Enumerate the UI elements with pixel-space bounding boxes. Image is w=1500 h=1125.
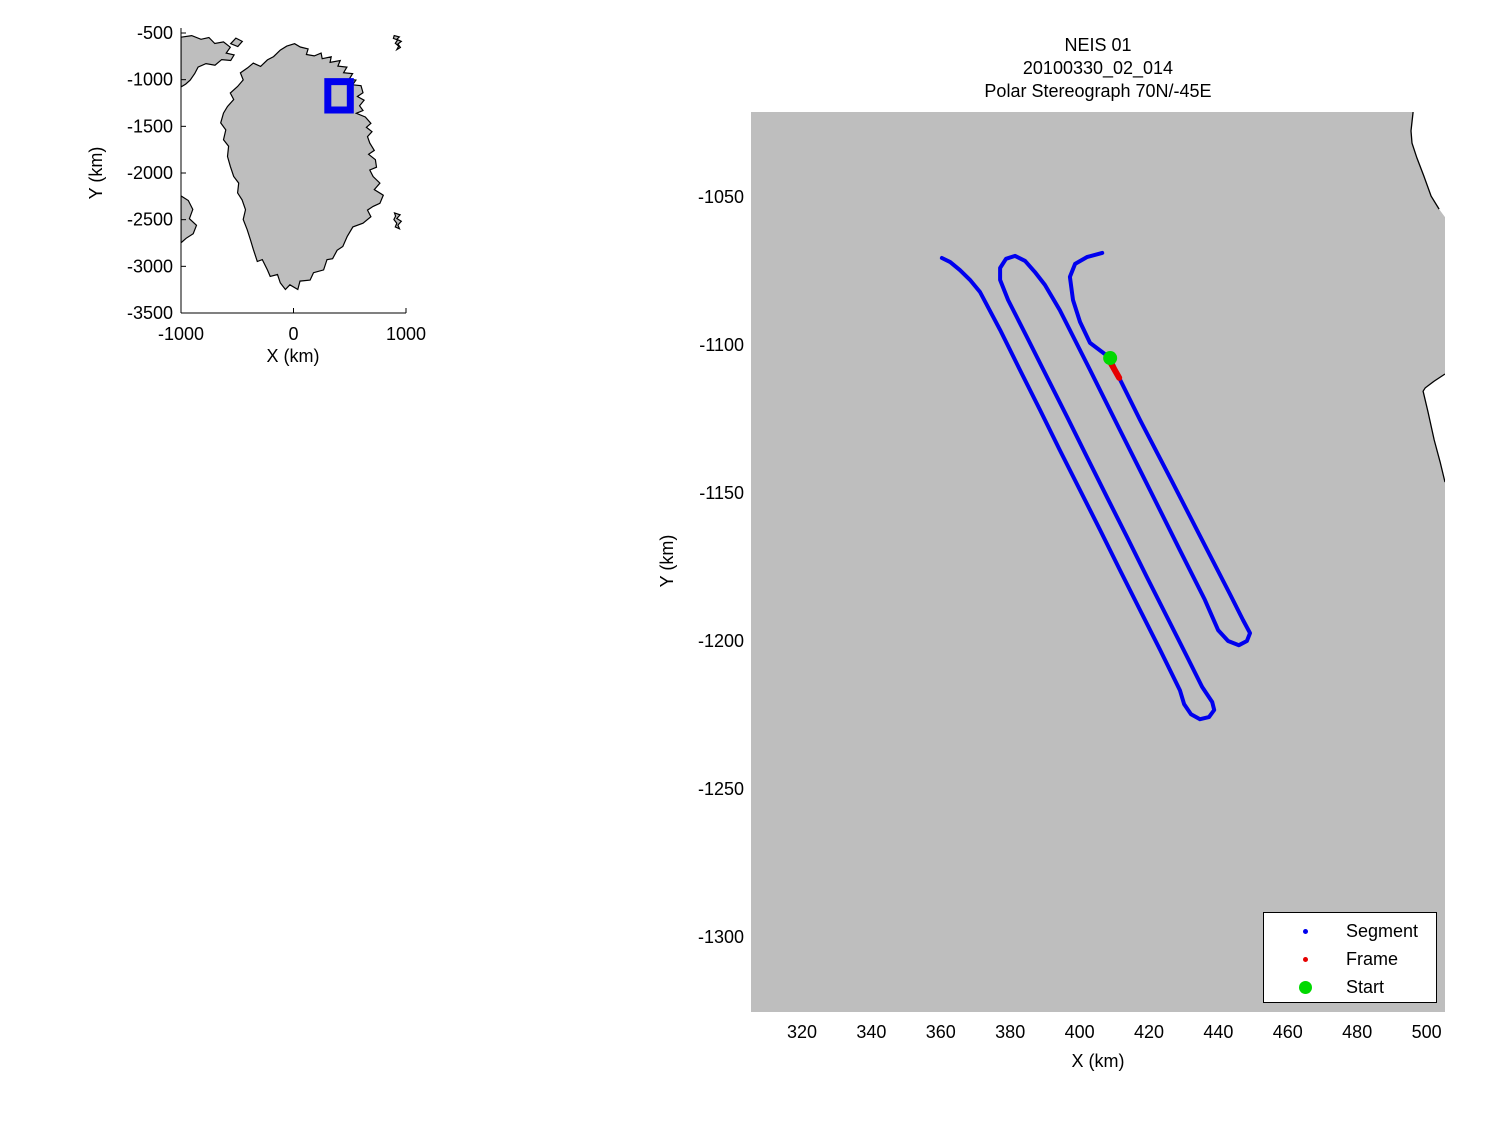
title-line-2: 20100330_02_014	[1022, 58, 1174, 78]
segment-marker-icon	[1303, 929, 1308, 934]
main-x-tick-label: 420	[1134, 1022, 1164, 1042]
main-title-block: NEIS 01 20100330_02_014 Polar Stereograp…	[751, 34, 1445, 103]
legend-row-frame: Frame	[1264, 946, 1436, 974]
title-line-1: NEIS 01	[1064, 35, 1132, 55]
inset-y-tick-label: -500	[137, 23, 173, 43]
main-y-tick-label: -1050	[698, 187, 744, 207]
main-x-tick-label: 340	[856, 1022, 886, 1042]
inset-y-tick-label: -1000	[127, 70, 173, 90]
legend-row-start: Start	[1264, 974, 1436, 1002]
inset-x-tick-label: 0	[288, 324, 298, 344]
region-of-interest-box	[324, 78, 354, 114]
ocean-patch-1	[1423, 374, 1445, 483]
main-x-axis-label: X (km)	[1071, 1051, 1125, 1071]
main-x-tick-label: 360	[926, 1022, 956, 1042]
legend-label-segment: Segment	[1346, 921, 1419, 941]
main-y-axis-label: Y (km)	[657, 534, 677, 588]
main-y-tick-label: -1250	[698, 779, 744, 799]
inset-locator-map: -500-1000-1500-2000-2500-3000-3500-1000 0…	[127, 23, 426, 344]
inset-x-tick-label: 1000	[386, 324, 426, 344]
main-x-tick-label: 460	[1273, 1022, 1303, 1042]
main-land-background	[751, 112, 1445, 1012]
segment-flight-path	[939, 250, 1252, 722]
main-y-tick-label: -1150	[699, 483, 744, 503]
inset-y-axis-label: Y (km)	[86, 146, 106, 200]
inset-y-tick-label: -2500	[127, 210, 173, 230]
inset-map-land	[181, 34, 403, 291]
island-3	[392, 34, 403, 52]
ocean-patch-0	[1411, 112, 1445, 218]
coastline-1	[1422, 373, 1445, 483]
inset-x-axis-label: X (km)	[266, 346, 320, 366]
main-x-tick-label: 440	[1203, 1022, 1233, 1042]
legend-label-start: Start	[1346, 977, 1385, 997]
island-4	[393, 211, 403, 230]
greenland-landmass	[220, 43, 385, 291]
inset-y-tick-label: -2000	[127, 163, 173, 183]
main-y-tick-label: -1300	[698, 927, 744, 947]
island-2	[181, 195, 198, 244]
inset-x-tick-label: -1000	[158, 324, 204, 344]
main-x-tick-label: 480	[1342, 1022, 1372, 1042]
main-x-tick-label: 500	[1412, 1022, 1442, 1042]
frame-marker-icon	[1303, 957, 1308, 962]
start-marker-icon	[1299, 981, 1312, 994]
main-y-tick-label: -1200	[698, 631, 744, 651]
legend-label-frame: Frame	[1346, 949, 1399, 969]
inset-y-tick-label: -3000	[127, 256, 173, 276]
coastline-0	[1410, 112, 1440, 210]
main-x-tick-label: 380	[995, 1022, 1025, 1042]
flight-track-plot: -1050 -1100 -1150 -1200 -1250 -1300 320 340 360 3…	[698, 112, 1445, 1042]
legend: Segment Frame Start	[1263, 912, 1437, 1003]
inset-y-tick-label: -3500	[127, 303, 173, 323]
main-y-tick-label: -1100	[699, 335, 744, 355]
main-x-tick-label: 400	[1065, 1022, 1095, 1042]
island-1	[229, 37, 244, 48]
legend-row-segment: Segment	[1264, 918, 1436, 946]
start-point-marker	[1103, 351, 1118, 366]
island-0	[181, 34, 236, 88]
main-x-tick-label: 320	[787, 1022, 817, 1042]
title-line-3: Polar Stereograph 70N/-45E	[984, 81, 1212, 101]
inset-y-tick-label: -1500	[127, 116, 173, 136]
